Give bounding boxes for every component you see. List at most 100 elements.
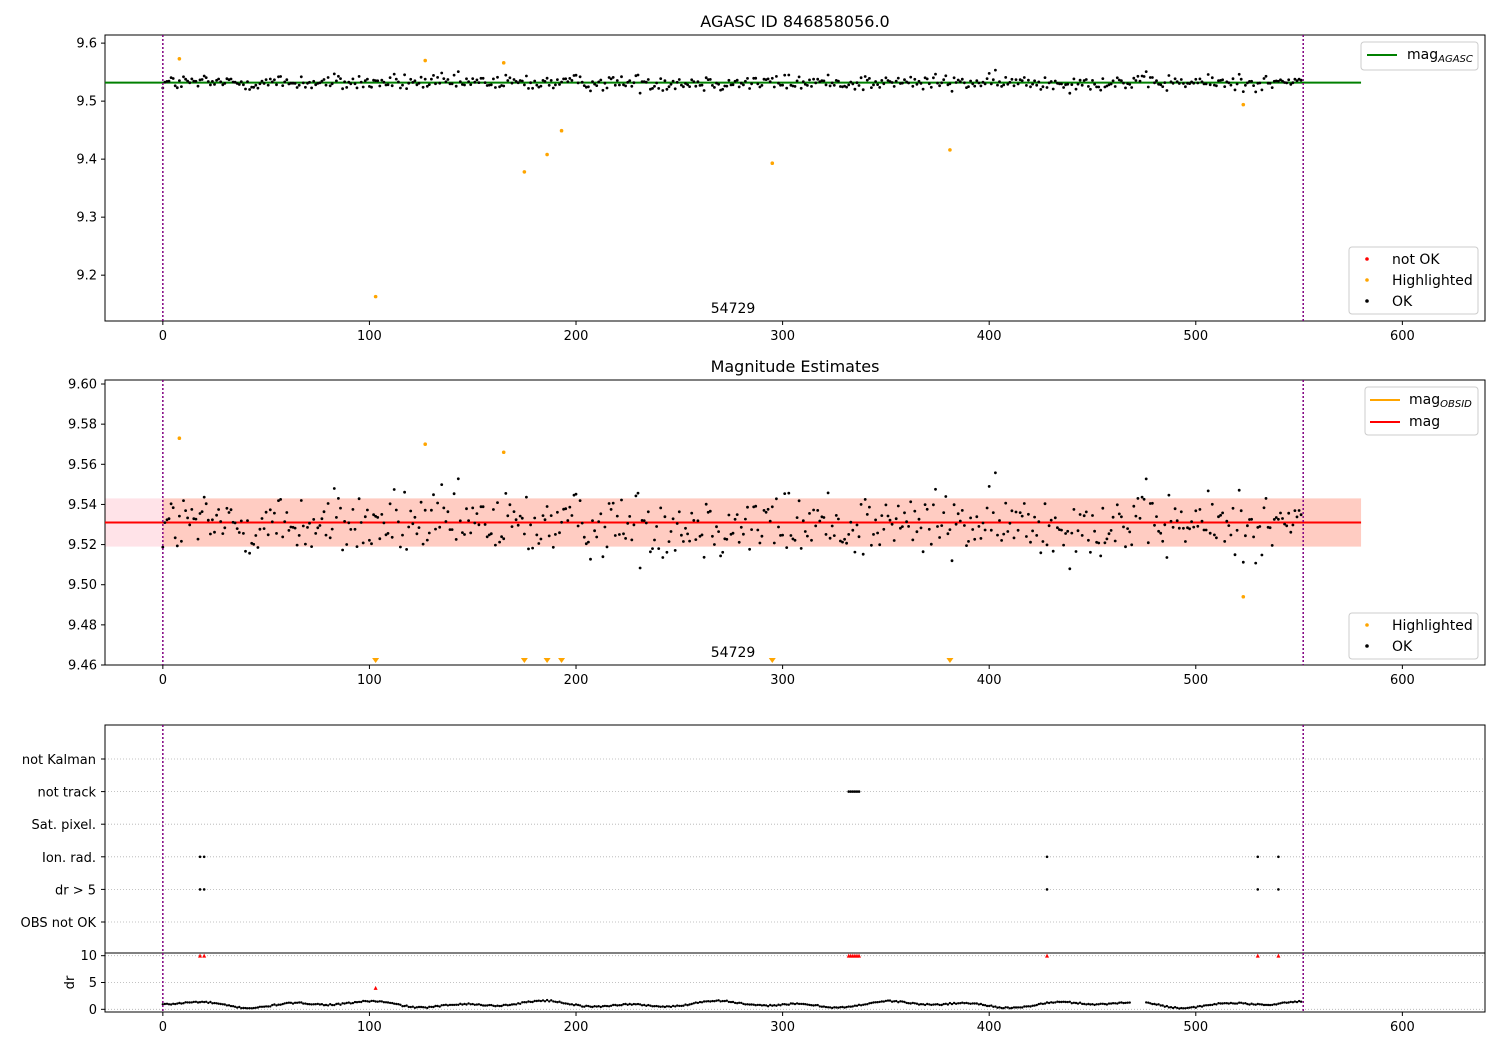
agasc-ok-point [217, 77, 221, 81]
dr-point [1171, 1006, 1175, 1010]
mag-ok-point [655, 525, 658, 528]
dr-point [1000, 1006, 1003, 1010]
mag-ok-point [456, 477, 460, 481]
dr-point [176, 1002, 179, 1005]
mag-ok-point [570, 514, 574, 517]
dr-point [572, 1004, 576, 1007]
mag-legend-marker-swatch [1365, 644, 1369, 648]
dr-point [954, 1002, 958, 1005]
mag-ok-point [221, 532, 225, 535]
agasc-ok-point [202, 74, 206, 78]
agasc-ok-point [1210, 76, 1214, 80]
agasc-ok-point [1120, 79, 1123, 83]
dr-point [1016, 1006, 1020, 1009]
flags-point [202, 888, 206, 891]
dr-point [357, 1000, 361, 1004]
mag-ok-point [1144, 477, 1148, 481]
dr-point [994, 1005, 997, 1008]
mag-ok-point [180, 539, 183, 543]
dr-point [432, 1005, 435, 1009]
dr-point [1186, 1006, 1189, 1010]
mag-ok-point [942, 511, 946, 514]
agasc-ok-point [570, 79, 574, 82]
agasc-ok-point [956, 78, 960, 82]
agasc-ok-point [733, 79, 737, 83]
dr-point [618, 1004, 621, 1007]
agasc-ok-point [929, 85, 933, 89]
mag-ok-point [477, 523, 481, 527]
agasc-ok-point [760, 84, 764, 87]
agasc-legend-marker-label: Highlighted [1392, 273, 1473, 289]
dr-point [469, 1003, 472, 1006]
agasc-ok-point [527, 87, 530, 90]
dr-point [680, 1004, 683, 1008]
dr-point [694, 1001, 697, 1004]
dr-point [186, 1001, 189, 1004]
agasc-ok-point [413, 79, 417, 83]
dr-point [172, 1002, 175, 1005]
mag-ok-point [291, 525, 295, 529]
agasc-ok-point [353, 82, 357, 86]
mag-ok-point [756, 528, 760, 532]
dr-point [762, 1004, 766, 1007]
dr-point [905, 1001, 908, 1005]
mag-ok-point [750, 528, 753, 531]
agasc-ytick-label: 9.6 [76, 37, 97, 52]
dr-point [413, 1006, 417, 1009]
mag-xtick-label: 500 [1183, 673, 1208, 688]
agasc-ok-point [525, 74, 528, 78]
agasc-ok-point [301, 81, 305, 85]
dr-point [833, 1006, 836, 1009]
agasc-ok-point [1080, 83, 1084, 87]
dr-point [921, 1003, 925, 1006]
dr-point [1093, 1003, 1096, 1007]
mag-ok-point [531, 546, 534, 550]
agasc-ok-point [229, 77, 233, 81]
mag-below-range-marker [543, 658, 551, 663]
agasc-ok-point [341, 87, 344, 91]
mag-ok-point [597, 520, 601, 523]
mag-ok-point [200, 510, 204, 513]
mag-ok-point [1202, 528, 1206, 532]
dr-point [1128, 1001, 1131, 1004]
flags-point [1045, 888, 1049, 891]
agasc-ok-point [940, 81, 944, 85]
dr-point [273, 1003, 276, 1006]
dr-not-ok-point [1255, 953, 1260, 958]
dr-point [959, 1002, 962, 1005]
mag-ok-point [204, 502, 208, 506]
mag-ok-point [760, 534, 764, 538]
dr-point [909, 1002, 912, 1005]
agasc-ok-point [675, 80, 679, 84]
mag-ok-point [1018, 511, 1022, 514]
dr-point [985, 1004, 989, 1008]
mag-ok-point [663, 515, 667, 519]
dr-point [355, 1001, 359, 1004]
mag-ok-point [1235, 528, 1239, 532]
dr-point [1147, 1001, 1150, 1004]
agasc-ok-point [888, 80, 892, 83]
mag-ok-point [382, 521, 386, 525]
dr-point [1291, 1001, 1295, 1004]
mag-ok-point [1082, 514, 1086, 518]
mag-ytick-label: 9.58 [68, 418, 97, 433]
dr-point [746, 1003, 749, 1006]
dr-point [638, 1003, 642, 1006]
mag-ok-point [322, 510, 326, 514]
agasc-ok-point [558, 83, 561, 86]
dr-point [603, 1004, 607, 1008]
dr-point [1074, 1001, 1078, 1005]
dr-point [417, 1005, 421, 1009]
agasc-ok-point [801, 80, 805, 83]
agasc-ok-point [1082, 79, 1086, 82]
dr-point [405, 1004, 408, 1007]
mag-ok-point [1244, 534, 1247, 538]
agasc-ok-point [1010, 77, 1014, 81]
agasc-ok-point [934, 72, 937, 76]
agasc-ok-point [870, 86, 873, 89]
mag-ok-point [386, 532, 390, 535]
mag-ok-point [686, 532, 689, 536]
agasc-ok-point [1134, 79, 1138, 82]
dr-point [1120, 1001, 1123, 1004]
